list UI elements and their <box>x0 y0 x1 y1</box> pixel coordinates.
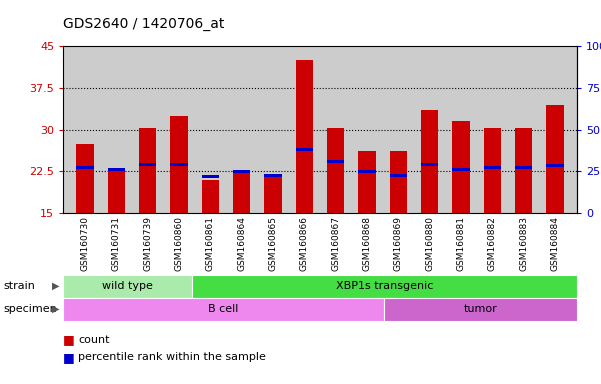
Bar <box>421 163 438 166</box>
Text: wild type: wild type <box>102 281 153 291</box>
Bar <box>389 174 407 177</box>
Text: tumor: tumor <box>464 304 498 314</box>
Bar <box>515 129 532 213</box>
Bar <box>421 110 438 213</box>
Text: GDS2640 / 1420706_at: GDS2640 / 1420706_at <box>63 17 225 31</box>
Text: count: count <box>78 335 109 345</box>
Bar <box>108 171 125 213</box>
Text: percentile rank within the sample: percentile rank within the sample <box>78 352 266 362</box>
Bar <box>139 129 156 213</box>
Bar <box>171 116 188 213</box>
Text: B cell: B cell <box>209 304 239 314</box>
Bar <box>327 129 344 213</box>
Bar <box>76 144 94 213</box>
Bar <box>358 151 376 213</box>
Bar <box>233 170 251 173</box>
Bar <box>484 166 501 169</box>
Text: ▶: ▶ <box>52 304 59 314</box>
Bar <box>76 166 94 169</box>
Bar <box>296 60 313 213</box>
Bar <box>139 163 156 166</box>
Text: ▶: ▶ <box>52 281 59 291</box>
Text: ■: ■ <box>63 351 75 364</box>
Bar <box>264 174 282 177</box>
Bar <box>171 163 188 166</box>
Bar <box>515 166 532 169</box>
Bar <box>264 174 282 213</box>
Bar <box>202 175 219 178</box>
Text: strain: strain <box>3 281 35 291</box>
Bar <box>233 173 251 213</box>
Bar <box>453 121 469 213</box>
Text: specimen: specimen <box>3 304 56 314</box>
Bar <box>202 180 219 213</box>
Bar <box>296 147 313 151</box>
Text: ■: ■ <box>63 333 75 346</box>
Bar <box>358 170 376 173</box>
Bar <box>546 164 564 167</box>
Bar <box>484 129 501 213</box>
Bar <box>108 167 125 170</box>
Text: XBP1s transgenic: XBP1s transgenic <box>335 281 433 291</box>
Bar <box>389 151 407 213</box>
Bar <box>453 168 469 171</box>
Bar <box>327 161 344 164</box>
Bar <box>546 104 564 213</box>
